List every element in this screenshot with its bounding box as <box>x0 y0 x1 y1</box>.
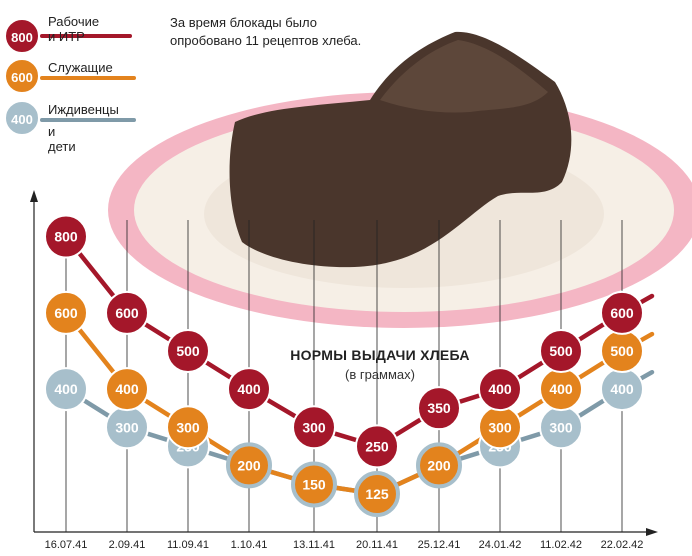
legend-line-workers <box>40 34 132 38</box>
data-point <box>354 471 400 517</box>
data-label: 300 <box>549 419 573 435</box>
legend-line-employees <box>40 76 136 80</box>
data-label: 300 <box>115 419 139 435</box>
data-point <box>416 442 462 489</box>
axes <box>30 190 658 536</box>
data-label: 200 <box>237 457 261 473</box>
data-label: 400 <box>237 381 261 397</box>
recipe-note-line-1: За время блокады было <box>170 15 317 30</box>
data-label: 150 <box>302 476 326 492</box>
data-point <box>105 290 149 335</box>
data-label: 250 <box>365 438 389 454</box>
legend-label-dependents-2: и дети <box>48 124 76 154</box>
data-label: 800 <box>54 229 78 245</box>
data-point <box>227 367 271 412</box>
data-point <box>44 367 88 412</box>
data-point <box>292 405 336 450</box>
data-label: 300 <box>176 419 200 435</box>
x-tick-label: 24.01.42 <box>479 539 522 551</box>
data-label: 400 <box>54 381 78 397</box>
data-point <box>600 290 644 335</box>
x-tick-label: 20.11.41 <box>356 539 398 551</box>
x-tick-label: 2.09.41 <box>109 539 146 551</box>
chart-subtitle: (в граммах) <box>345 367 415 382</box>
data-label: 500 <box>610 343 634 359</box>
data-label: 200 <box>427 457 451 473</box>
x-tick-label: 11.02.42 <box>540 539 582 551</box>
x-axis-arrow <box>646 528 658 536</box>
data-label: 400 <box>549 381 573 397</box>
recipe-note-line-2: опробовано 11 рецептов хлеба. <box>170 33 362 48</box>
data-point <box>226 442 272 489</box>
bread-crust-highlight <box>380 40 548 113</box>
data-point <box>44 214 88 259</box>
data-label: 125 <box>365 486 389 502</box>
data-point <box>478 367 522 412</box>
x-tick-label: 13.11.41 <box>293 539 335 551</box>
data-label: 400 <box>610 381 634 397</box>
data-point <box>105 367 149 412</box>
x-tick-label: 16.07.41 <box>45 539 88 551</box>
data-point <box>417 386 461 431</box>
x-tick-label: 25.12.41 <box>418 539 461 551</box>
data-label: 600 <box>115 305 139 321</box>
chart-title: НОРМЫ ВЫДАЧИ ХЛЕБА <box>290 347 470 363</box>
data-point <box>166 328 210 373</box>
data-label: 300 <box>302 419 326 435</box>
x-tick-label: 1.10.41 <box>231 539 268 551</box>
plate-illustration <box>108 31 692 328</box>
legend-badge-employees: 600 <box>4 58 40 94</box>
data-label: 500 <box>549 343 573 359</box>
x-tick-labels: 16.07.41 2.09.41 11.09.41 1.10.41 13.11.41 20… <box>45 539 644 551</box>
x-tick-label: 22.02.42 <box>601 539 644 551</box>
data-label: 600 <box>54 305 78 321</box>
data-label: 400 <box>488 381 512 397</box>
legend-label-employees: Служащие <box>48 60 113 75</box>
data-label: 600 <box>610 305 634 321</box>
legend-badge-workers: 800 <box>4 18 40 54</box>
legend-label-workers: Рабочие и ИТР <box>48 14 100 44</box>
y-axis-arrow <box>30 190 38 202</box>
legend-label-dependents-1: Иждивенцы <box>48 102 119 117</box>
recipe-note: За время блокады было опробовано 11 реце… <box>170 14 400 50</box>
data-point <box>355 424 399 469</box>
data-point <box>291 461 337 508</box>
data-point <box>166 405 210 450</box>
series-points: 4003002502503004006004003002001501252003… <box>44 214 644 517</box>
data-label: 300 <box>488 419 512 435</box>
data-point <box>44 290 88 335</box>
legend-badge-dependents: 400 <box>4 100 40 136</box>
legend-line-dependents <box>40 118 136 122</box>
data-label: 350 <box>427 400 451 416</box>
data-label: 400 <box>115 381 139 397</box>
x-tick-label: 11.09.41 <box>167 539 209 551</box>
data-point <box>539 328 583 373</box>
data-label: 500 <box>176 343 200 359</box>
